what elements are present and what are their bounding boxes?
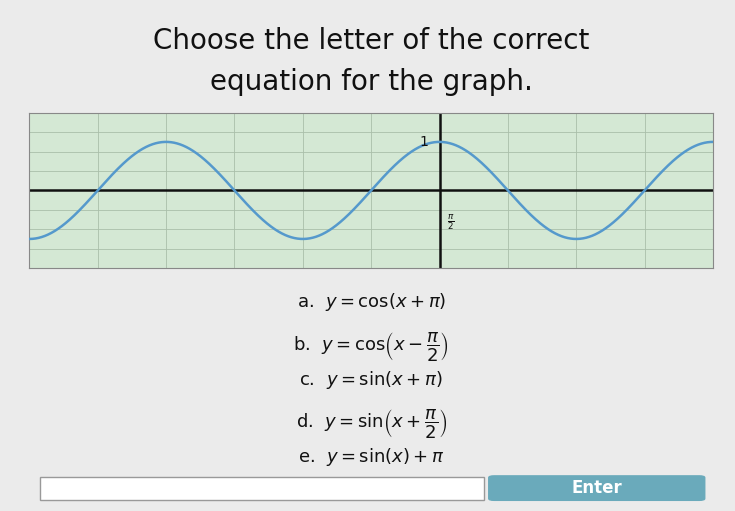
FancyBboxPatch shape bbox=[40, 477, 484, 500]
Text: 1: 1 bbox=[420, 135, 429, 149]
Text: d.  $y = \sin\!\left(x + \dfrac{\pi}{2}\right)$: d. $y = \sin\!\left(x + \dfrac{\pi}{2}\r… bbox=[295, 407, 447, 440]
Text: c.  $y = \sin(x + \pi)$: c. $y = \sin(x + \pi)$ bbox=[299, 368, 443, 390]
Text: Enter: Enter bbox=[571, 479, 622, 497]
Text: b.  $y = \cos\!\left(x - \dfrac{\pi}{2}\right)$: b. $y = \cos\!\left(x - \dfrac{\pi}{2}\r… bbox=[293, 330, 449, 363]
Text: a.  $y = \cos(x + \pi)$: a. $y = \cos(x + \pi)$ bbox=[296, 291, 446, 313]
Text: equation for the graph.: equation for the graph. bbox=[209, 68, 533, 96]
FancyBboxPatch shape bbox=[489, 476, 705, 500]
Text: e.  $y = \sin(x) + \pi$: e. $y = \sin(x) + \pi$ bbox=[298, 446, 445, 468]
Text: $\frac{\pi}{2}$: $\frac{\pi}{2}$ bbox=[448, 212, 455, 231]
Text: Choose the letter of the correct: Choose the letter of the correct bbox=[153, 27, 589, 55]
